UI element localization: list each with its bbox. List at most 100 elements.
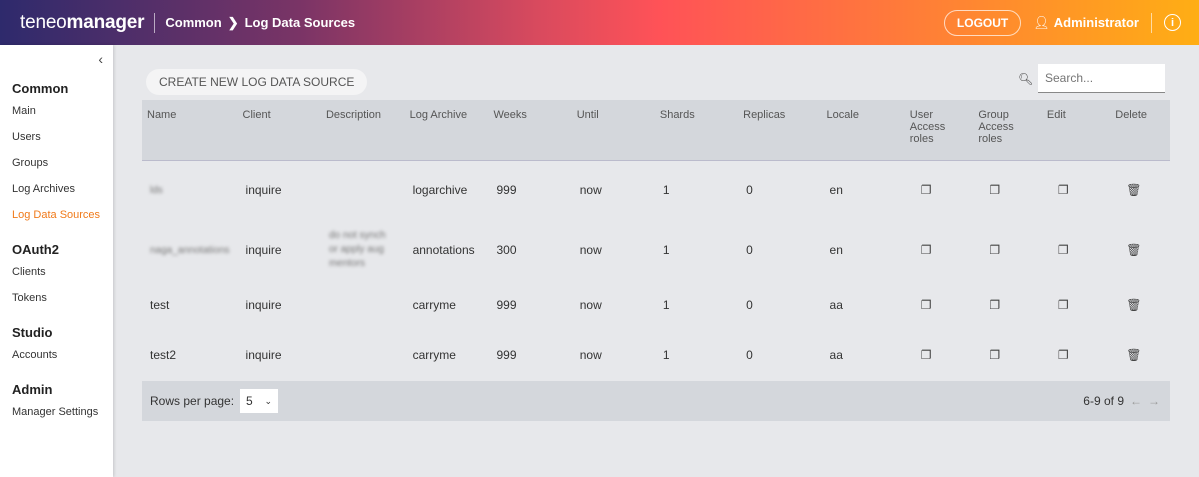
table-cell: aa	[829, 298, 843, 312]
column-header[interactable]: Locale	[821, 100, 905, 161]
search-icon: 🔍︎	[1018, 72, 1034, 86]
user-icon: 👤︎	[1033, 14, 1050, 30]
table-cell: 300	[496, 243, 517, 257]
sidebar-item-users[interactable]: Users	[12, 131, 41, 143]
table-cell: inquire	[245, 298, 282, 312]
table-cell: now	[579, 348, 602, 362]
sidebar-item-manager-settings[interactable]: Manager Settings	[12, 406, 99, 418]
column-header[interactable]: Edit	[1041, 100, 1111, 161]
table-cell: en	[829, 243, 843, 257]
rows-per-page-label: Rows per page:	[150, 394, 235, 408]
table-row[interactable]: test inquire carryme 999 now 1 0 aa ❐ ❐ ❐ 🗑︎	[142, 280, 1170, 330]
table-cell: 1	[662, 183, 670, 198]
logout-button[interactable]: LOGOUT	[943, 9, 1022, 36]
table-cell: en	[829, 183, 843, 198]
table-row[interactable]: naga_annotations inquire do not synch or a…	[142, 220, 1170, 280]
column-header[interactable]: Delete	[1110, 100, 1170, 161]
sidebar-item-main[interactable]: Main	[12, 105, 36, 117]
table-cell: inquire	[245, 183, 282, 198]
group-access-roles-icon[interactable]: ❐	[989, 243, 1001, 257]
edit-icon[interactable]: ❐	[1057, 298, 1069, 312]
logo[interactable]: teneomanager	[20, 11, 145, 33]
edit-icon[interactable]: ❐	[1057, 183, 1069, 198]
table-cell: logarchive	[412, 183, 468, 198]
sidebar-item-log-archives[interactable]: Log Archives	[12, 183, 75, 195]
breadcrumb: Common ❯ Log Data Sources	[165, 15, 355, 31]
table-cell: now	[579, 298, 602, 312]
log-data-sources-table: Name Client Description Log Archive Weeks Unt…	[142, 100, 1170, 380]
column-header[interactable]: Log Archive	[404, 100, 489, 161]
user-access-roles-icon[interactable]: ❐	[920, 348, 932, 362]
group-access-roles-icon[interactable]: ❐	[989, 183, 1001, 198]
sidebar-section-title: Admin	[12, 382, 53, 397]
table-cell: inquire	[245, 348, 282, 362]
user-name[interactable]: Administrator	[1053, 15, 1139, 30]
table-row[interactable]: test2 inquire carryme 999 now 1 0 aa ❐ ❐ ❐ 🗑︎	[142, 330, 1170, 380]
sidebar-item-log-data-sources[interactable]: Log Data Sources	[12, 209, 101, 221]
table-cell	[321, 330, 405, 380]
sidebar-item-groups[interactable]: Groups	[12, 157, 49, 169]
edit-icon[interactable]: ❐	[1057, 348, 1069, 362]
table-cell: aa	[829, 348, 843, 362]
column-header[interactable]: Client	[237, 100, 321, 161]
table-cell: carryme	[412, 348, 456, 362]
sidebar-section-title: Studio	[12, 325, 53, 340]
table-cell: 999	[496, 298, 517, 312]
collapse-icon[interactable]: ‹	[98, 51, 103, 67]
table-cell: now	[579, 243, 602, 257]
search-input[interactable]	[1038, 64, 1165, 93]
delete-icon[interactable]: 🗑︎	[1126, 183, 1142, 198]
table-cell	[321, 280, 405, 330]
table-cell: now	[579, 183, 602, 198]
table-cell: 1	[662, 298, 670, 312]
column-header[interactable]: Until	[571, 100, 655, 161]
sidebar-item-tokens[interactable]: Tokens	[12, 292, 47, 304]
group-access-roles-icon[interactable]: ❐	[989, 348, 1001, 362]
table-cell: 1	[662, 348, 670, 362]
column-header[interactable]: Name	[142, 100, 238, 161]
info-icon[interactable]: i	[1164, 14, 1181, 31]
create-log-data-source-button[interactable]: CREATE NEW LOG DATA SOURCE	[146, 69, 368, 95]
column-header[interactable]: User Access roles	[904, 100, 974, 161]
delete-icon[interactable]: 🗑︎	[1126, 348, 1142, 362]
sidebar-item-clients[interactable]: Clients	[12, 266, 46, 278]
column-header[interactable]: Description	[320, 100, 405, 161]
group-access-roles-icon[interactable]: ❐	[989, 298, 1001, 312]
delete-icon[interactable]: 🗑︎	[1126, 298, 1142, 312]
chevron-right-icon: ❯	[227, 14, 239, 30]
table-cell: do not synch or apply aug mentors	[328, 230, 386, 269]
edit-icon[interactable]: ❐	[1057, 243, 1069, 257]
breadcrumb-current: Log Data Sources	[244, 15, 356, 30]
table-cell: test	[150, 298, 170, 312]
table-cell: 999	[496, 348, 517, 362]
table-cell: 1	[662, 243, 670, 257]
column-header[interactable]: Weeks	[488, 100, 572, 161]
table-cell: naga_annotations	[150, 244, 230, 256]
table-row[interactable]: lds inquire logarchive 999 now 1 0 en ❐ ❐ ❐ 🗑︎	[142, 160, 1170, 220]
next-page-icon[interactable]: →	[1148, 394, 1160, 408]
table-cell: inquire	[245, 243, 282, 257]
table-cell: 0	[746, 348, 753, 362]
sidebar: ‹ Common Main Users Groups Log Archives Log D…	[0, 45, 113, 477]
sidebar-section-title: OAuth2	[12, 242, 59, 257]
top-bar: teneomanager Common ❯ Log Data Sources L…	[0, 0, 1199, 45]
table-cell: 0	[746, 183, 753, 198]
column-header[interactable]: Shards	[654, 100, 739, 161]
table-cell	[321, 160, 405, 220]
column-header[interactable]: Replicas	[738, 100, 822, 161]
user-access-roles-icon[interactable]: ❐	[920, 183, 932, 198]
table-cell: annotations	[412, 243, 475, 257]
delete-icon[interactable]: 🗑︎	[1126, 243, 1142, 257]
table-cell: 0	[746, 243, 753, 257]
rows-per-page-select[interactable]: 5 ⌄	[240, 389, 279, 413]
page-range: 6-9 of 9	[1083, 394, 1124, 408]
table-cell: lds	[150, 184, 163, 196]
prev-page-icon[interactable]: ←	[1130, 394, 1142, 408]
user-access-roles-icon[interactable]: ❐	[920, 243, 932, 257]
breadcrumb-common[interactable]: Common	[165, 15, 222, 30]
table-cell: 999	[496, 183, 517, 198]
column-header[interactable]: Group Access roles	[973, 100, 1042, 161]
user-access-roles-icon[interactable]: ❐	[920, 298, 932, 312]
chevron-down-icon: ⌄	[264, 395, 273, 406]
sidebar-item-accounts[interactable]: Accounts	[12, 349, 58, 361]
